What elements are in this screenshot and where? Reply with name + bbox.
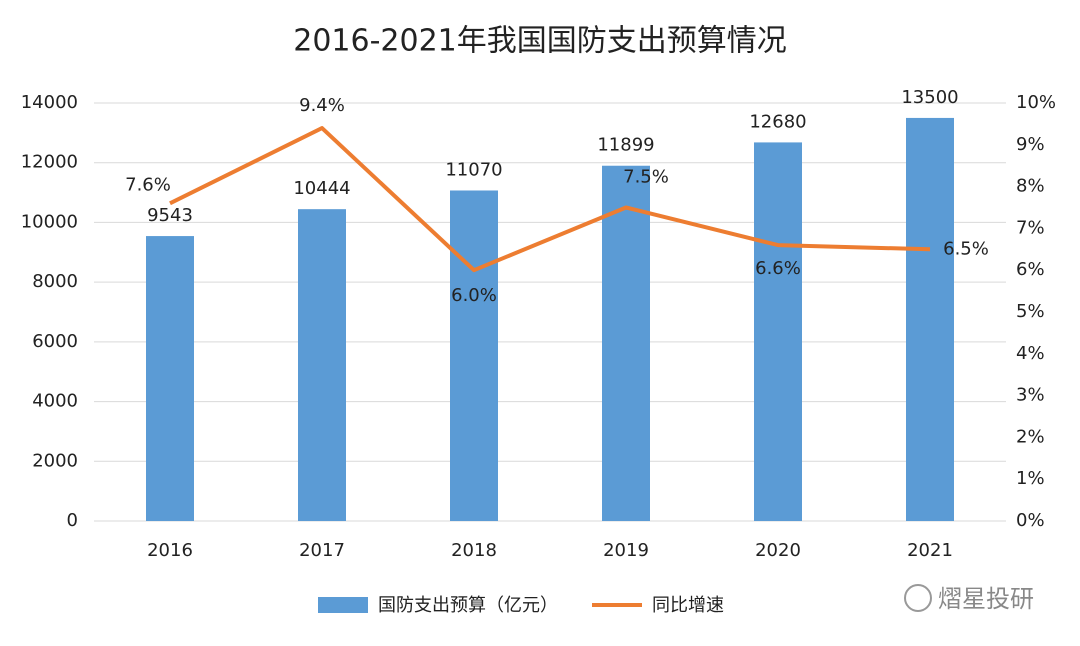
line-value-label: 7.6% xyxy=(125,174,171,195)
line-value-label: 6.6% xyxy=(755,258,801,279)
bar-value-label: 11070 xyxy=(445,159,502,180)
watermark-icon xyxy=(904,584,932,612)
y2-tick-label: 3% xyxy=(1016,385,1045,406)
y2-tick-label: 10% xyxy=(1016,92,1056,113)
bar xyxy=(146,236,194,521)
y2-tick-label: 1% xyxy=(1016,468,1045,489)
y2-tick-label: 0% xyxy=(1016,510,1045,531)
bar-value-label: 10444 xyxy=(293,178,350,199)
x-tick-label: 2018 xyxy=(451,540,497,561)
y2-tick-label: 9% xyxy=(1016,134,1045,155)
y-tick-label: 8000 xyxy=(32,271,78,292)
bar-value-label: 9543 xyxy=(147,205,193,226)
line-value-label: 9.4% xyxy=(299,95,345,116)
y2-tick-label: 8% xyxy=(1016,176,1045,197)
x-tick-label: 2021 xyxy=(907,540,953,561)
y-tick-label: 4000 xyxy=(32,391,78,412)
watermark: 熠星投研 xyxy=(904,584,1034,613)
line-value-label: 6.0% xyxy=(451,285,497,306)
y2-tick-label: 2% xyxy=(1016,426,1045,447)
bar xyxy=(298,209,346,521)
y2-tick-label: 4% xyxy=(1016,343,1045,364)
legend-label: 国防支出预算（亿元） xyxy=(378,595,558,616)
watermark-text: 熠星投研 xyxy=(938,585,1034,613)
bar-value-label: 12680 xyxy=(749,111,806,132)
y2-tick-label: 6% xyxy=(1016,259,1045,280)
x-tick-label: 2020 xyxy=(755,540,801,561)
bar xyxy=(754,142,802,521)
y2-tick-label: 5% xyxy=(1016,301,1045,322)
legend-swatch xyxy=(318,597,368,613)
x-tick-label: 2019 xyxy=(603,540,649,561)
y-tick-label: 6000 xyxy=(32,331,78,352)
y2-tick-label: 7% xyxy=(1016,217,1045,238)
legend-label: 同比增速 xyxy=(652,595,724,616)
y-tick-label: 12000 xyxy=(21,152,78,173)
bar-value-label: 13500 xyxy=(901,87,958,108)
bar xyxy=(906,117,954,521)
y-tick-label: 10000 xyxy=(21,211,78,232)
line-value-label: 7.5% xyxy=(623,167,669,188)
x-tick-label: 2017 xyxy=(299,540,345,561)
y-tick-label: 2000 xyxy=(32,450,78,471)
y-tick-label: 14000 xyxy=(21,92,78,113)
chart-title: 2016-2021年我国国防支出预算情况 xyxy=(293,24,787,59)
x-tick-label: 2016 xyxy=(147,540,193,561)
bar xyxy=(602,165,650,521)
line xyxy=(169,126,931,273)
y-tick-label: 0 xyxy=(67,510,78,531)
bar-value-label: 11899 xyxy=(597,135,654,156)
bar xyxy=(450,190,498,521)
line-value-label: 6.5% xyxy=(943,238,989,259)
